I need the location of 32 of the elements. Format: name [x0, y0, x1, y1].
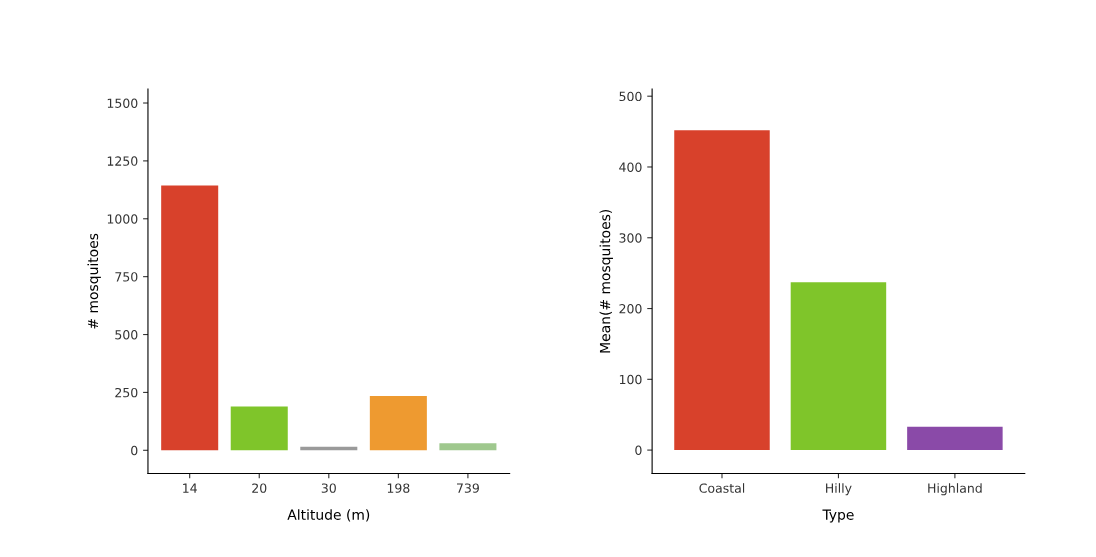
- y-tick-label: 300: [619, 233, 642, 243]
- x-tick-label: Highland: [928, 483, 982, 496]
- y-axis-title: Mean(# mosquitoes): [599, 209, 613, 353]
- bar: [161, 185, 219, 451]
- bar: [369, 395, 427, 451]
- bar: [439, 443, 497, 451]
- y-tick-label: 200: [619, 304, 642, 314]
- x-tick-label: 14: [183, 483, 197, 493]
- y-tick-label: 0: [635, 445, 642, 456]
- y-tick-label: 400: [619, 162, 642, 172]
- bar: [790, 282, 887, 451]
- y-tick-label: 750: [115, 272, 138, 282]
- y-axis-title: # mosquitoes: [87, 233, 101, 329]
- y-tick-label: 1250: [107, 156, 138, 166]
- y-tick-label: 500: [619, 91, 642, 102]
- x-axis-title: Type: [822, 509, 854, 523]
- bar: [230, 406, 288, 451]
- x-tick-label: 20: [252, 483, 267, 493]
- y-tick-label: 500: [115, 330, 138, 340]
- bar: [907, 426, 1003, 451]
- y-tick-label: 100: [619, 374, 642, 385]
- bar: [674, 130, 770, 451]
- y-tick-label: 1500: [107, 98, 138, 108]
- x-tick-label: Coastal: [699, 483, 745, 493]
- y-tick-label: 0: [131, 445, 138, 456]
- y-tick-label: 250: [115, 387, 138, 398]
- x-tick-label: Hilly: [826, 483, 852, 496]
- x-tick-label: 739: [457, 483, 479, 493]
- x-tick-label: 198: [387, 483, 410, 493]
- x-axis-title: Altitude (m): [287, 509, 370, 522]
- x-tick-label: 30: [321, 483, 336, 493]
- y-tick-label: 1000: [107, 214, 138, 224]
